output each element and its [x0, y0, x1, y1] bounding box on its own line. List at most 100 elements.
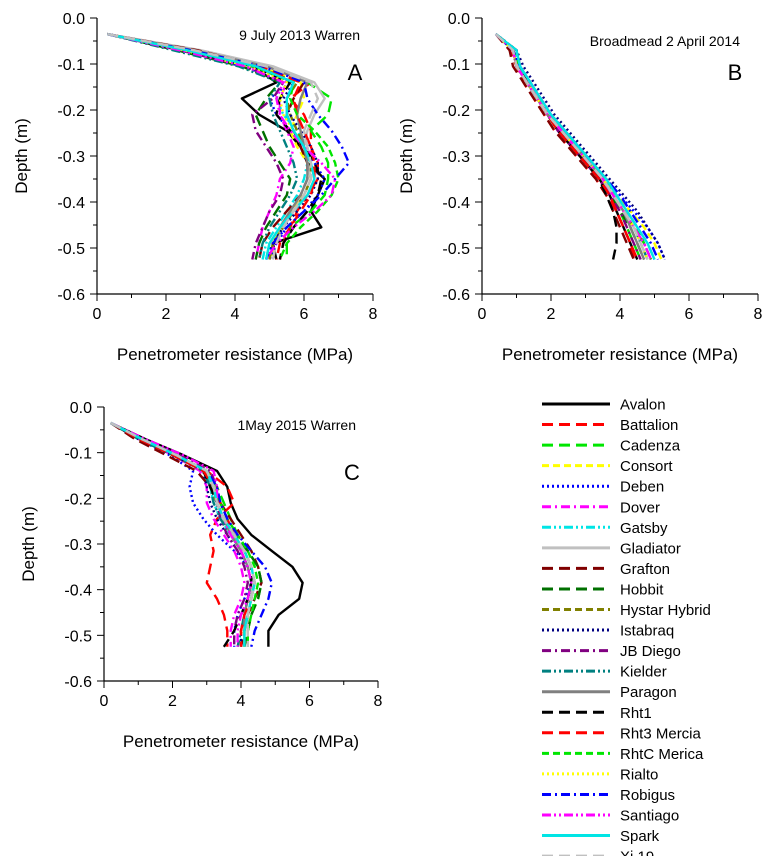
panel-annotation: 1May 2015 Warren — [237, 417, 356, 433]
legend-label: Gatsby — [620, 520, 668, 537]
legend-item: Gatsby — [542, 520, 668, 537]
series-line-santiago — [107, 32, 337, 261]
panel-B: 0 2 4 6 8 0.0 -0.1 -0.2 -0.3 -0.4 -0.5 -0.6 Penetrom… — [397, 11, 763, 364]
legend-item: RhtC Merica — [542, 746, 704, 763]
y-axis-title: Depth (m) — [397, 118, 416, 194]
legend-label: Paragon — [620, 684, 677, 701]
series-line-xi-19 — [110, 421, 256, 647]
legend-item: Rht1 — [542, 705, 652, 722]
y-tick-label: -0.6 — [442, 287, 470, 304]
y-tick-label: -0.2 — [442, 103, 470, 120]
y-tick-label: -0.4 — [442, 195, 470, 212]
legend-item: Battalion — [542, 417, 678, 434]
legend-label: Cadenza — [620, 438, 681, 455]
series-line-spark — [495, 33, 656, 260]
series-line-rht1 — [107, 32, 323, 260]
legend-label: Dover — [620, 499, 660, 516]
panel-label: C — [344, 460, 360, 485]
x-tick-label: 6 — [305, 693, 314, 710]
legend-label: Hystar Hybrid — [620, 602, 711, 619]
legend-item: JB Diego — [542, 643, 681, 660]
legend-item: Grafton — [542, 561, 670, 578]
legend-label: Consort — [620, 458, 673, 475]
legend-item: Hystar Hybrid — [542, 602, 711, 619]
legend-item: Cadenza — [542, 438, 681, 455]
x-axis-title: Penetrometer resistance (MPa) — [123, 732, 359, 751]
legend-label: Rht3 Mercia — [620, 725, 702, 742]
legend-item: Deben — [542, 479, 664, 496]
y-tick-label: -0.3 — [442, 149, 470, 166]
legend-item: Hobbit — [542, 581, 664, 598]
legend-label: Avalon — [620, 397, 666, 414]
legend-label: Robigus — [620, 787, 675, 804]
panel-label: A — [348, 60, 363, 85]
y-tick-label: -0.5 — [442, 241, 470, 258]
y-tick-label: 0.0 — [70, 400, 92, 417]
panel-A: 0 2 4 6 8 0.0 -0.1 -0.2 -0.3 -0.4 -0.5 -0.6 Penetrom… — [12, 11, 378, 364]
legend-item: Avalon — [542, 397, 666, 414]
legend-label: Hobbit — [620, 581, 664, 598]
series-line-hystar-hybrid — [494, 33, 653, 260]
legend-label: Deben — [620, 479, 664, 496]
series-line-avalon — [110, 421, 304, 647]
legend-item: Consort — [542, 458, 673, 475]
x-tick-label: 4 — [231, 306, 240, 323]
series-line-spark — [107, 32, 316, 260]
y-tick-label: -0.6 — [57, 287, 85, 304]
legend-label: Spark — [620, 828, 660, 845]
x-tick-label: 6 — [300, 306, 309, 323]
x-tick-label: 2 — [162, 306, 171, 323]
y-tick-label: -0.6 — [64, 674, 92, 691]
legend-item: Dover — [542, 499, 660, 516]
series-line-robigus — [107, 32, 351, 260]
x-tick-label: 4 — [237, 693, 246, 710]
x-axis-title: Penetrometer resistance (MPa) — [502, 345, 738, 364]
legend-label: Rht1 — [620, 705, 652, 722]
x-tick-label: 2 — [168, 693, 177, 710]
legend-item: Santiago — [542, 808, 679, 825]
y-tick-label: 0.0 — [448, 11, 470, 28]
y-tick-label: -0.4 — [64, 583, 92, 600]
series-line-jb-diego — [110, 421, 250, 647]
x-axis-title: Penetrometer resistance (MPa) — [117, 345, 353, 364]
series-line-istabraq — [495, 33, 667, 260]
legend-label: Gladiator — [620, 540, 681, 557]
legend-label: Xi 19 — [620, 849, 654, 856]
y-tick-label: -0.1 — [64, 446, 92, 463]
x-tick-label: 8 — [374, 693, 383, 710]
series-line-xi-19 — [494, 33, 649, 260]
x-tick-label: 0 — [93, 306, 102, 323]
legend-label: Rialto — [620, 766, 658, 783]
y-tick-label: -0.5 — [57, 241, 85, 258]
y-tick-label: -0.3 — [64, 537, 92, 554]
legend-item: Xi 19 — [542, 849, 654, 856]
series-line-kielder — [107, 32, 299, 260]
series-line-battalion — [110, 421, 236, 647]
series-line-grafton — [494, 33, 635, 260]
series-line-santiago — [110, 421, 253, 647]
y-tick-label: -0.2 — [64, 491, 92, 508]
series-line-istabraq — [110, 421, 253, 647]
series-group — [107, 32, 351, 261]
legend-label: Kielder — [620, 664, 667, 681]
legend-label: Santiago — [620, 808, 679, 825]
legend-item: Rht3 Mercia — [542, 725, 702, 742]
series-line-cadenza — [107, 32, 333, 260]
series-group — [494, 33, 667, 260]
legend-label: Battalion — [620, 417, 678, 434]
series-line-rht3-mercia — [107, 32, 316, 260]
legend: Avalon Battalion Cadenza Consort Deben Dover G… — [542, 397, 711, 856]
y-tick-label: -0.5 — [64, 628, 92, 645]
legend-item: Rialto — [542, 766, 658, 783]
y-tick-label: -0.1 — [442, 57, 470, 74]
legend-item: Istabraq — [542, 623, 674, 640]
x-tick-label: 8 — [369, 306, 378, 323]
x-tick-label: 4 — [616, 306, 625, 323]
legend-item: Robigus — [542, 787, 675, 804]
y-axis-title: Depth (m) — [12, 118, 31, 194]
legend-label: Istabraq — [620, 623, 674, 640]
x-tick-label: 8 — [754, 306, 763, 323]
series-line-santiago — [494, 33, 653, 260]
panel-label: B — [728, 60, 743, 85]
y-tick-label: -0.2 — [57, 103, 85, 120]
